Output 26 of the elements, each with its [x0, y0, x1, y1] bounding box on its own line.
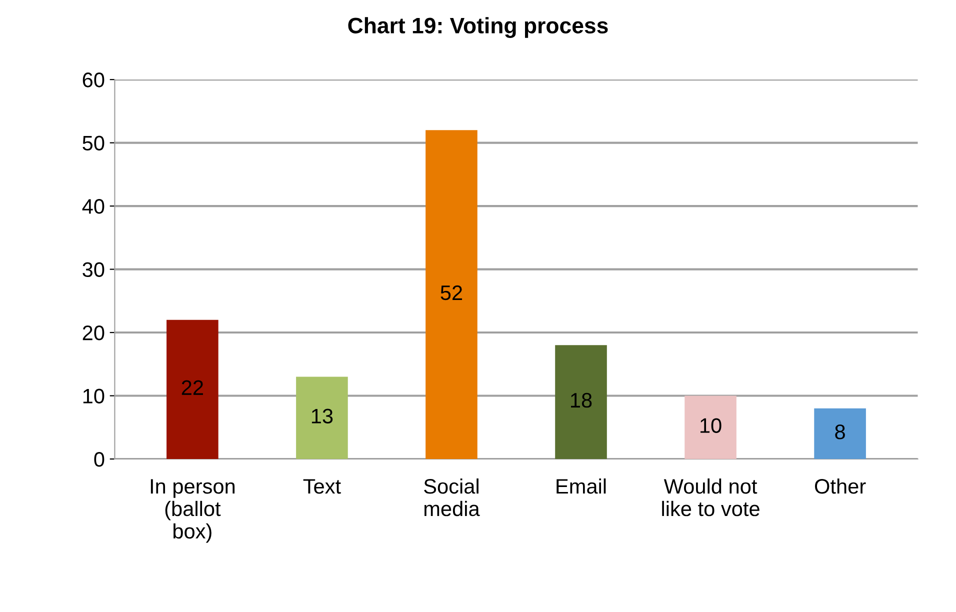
y-tick-label: 40 [82, 199, 104, 214]
data-label: 10 [700, 418, 722, 433]
data-label: 52 [440, 285, 462, 300]
data-label: 8 [835, 424, 845, 440]
x-tick-label: Text [303, 479, 341, 494]
x-tick-label: Would not like to vote [662, 478, 760, 516]
x-tick-label: In person (ballot box) [150, 479, 235, 543]
bar [684, 396, 736, 459]
y-tick-label: 0 [94, 452, 104, 467]
y-tick-label: 60 [82, 72, 104, 88]
bar [296, 376, 348, 459]
x-tick-label: Social media [424, 478, 480, 516]
x-tick-label: Other [814, 478, 866, 494]
x-tick-label: Email [556, 478, 606, 494]
bar [555, 345, 607, 459]
y-tick-label: 30 [82, 262, 104, 278]
y-tick-label: 10 [83, 388, 104, 404]
bar [166, 320, 218, 459]
chart-title: Chart 19: Voting process [348, 17, 608, 38]
y-tick-label: 50 [82, 136, 104, 151]
bar [426, 130, 478, 459]
data-label: 22 [182, 380, 203, 395]
y-tick-label: 20 [82, 326, 104, 340]
data-label: 18 [571, 392, 592, 408]
data-label: 13 [312, 408, 333, 424]
bar [814, 408, 866, 459]
